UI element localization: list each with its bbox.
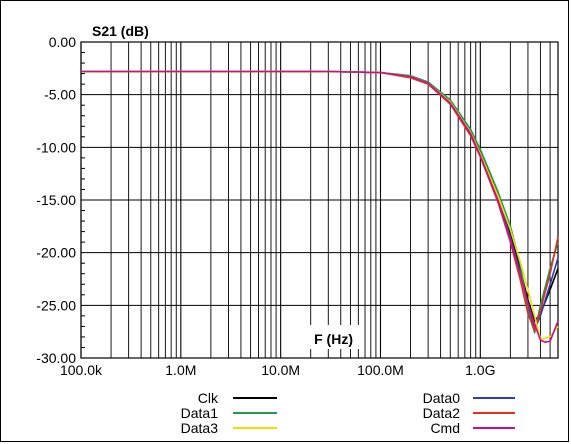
legend-label-data0: Data0 [423,390,461,406]
x-tick-label: 10.0M [261,362,300,378]
legend-label-clk: Clk [198,390,219,406]
x-tick-label: 1.0G [465,362,495,378]
y-axis-label: S21 (dB) [92,23,149,39]
y-tick-label: -25.00 [36,297,76,313]
y-tick-label: -5.00 [44,87,76,103]
legend-label-cmd: Cmd [430,420,460,436]
plot-border [80,41,559,359]
x-tick-label: 100.0k [60,362,103,378]
series-line-cmd [81,70,559,344]
legend-label-data1: Data1 [181,405,219,421]
y-tick-label: -20.00 [36,245,76,261]
y-tick-label: 0.00 [49,34,76,50]
x-tick-label: 1.0M [165,362,196,378]
legend-label-data3: Data3 [181,420,219,436]
y-tick-label: -10.00 [36,139,76,155]
y-tick-label: -15.00 [36,192,76,208]
x-axis-label: F (Hz) [314,331,353,347]
y-tick-label: -30.00 [36,350,76,366]
x-axis-label-bg [303,325,364,349]
x-tick-label: 100.0M [357,362,404,378]
legend-label-data2: Data2 [423,405,461,421]
